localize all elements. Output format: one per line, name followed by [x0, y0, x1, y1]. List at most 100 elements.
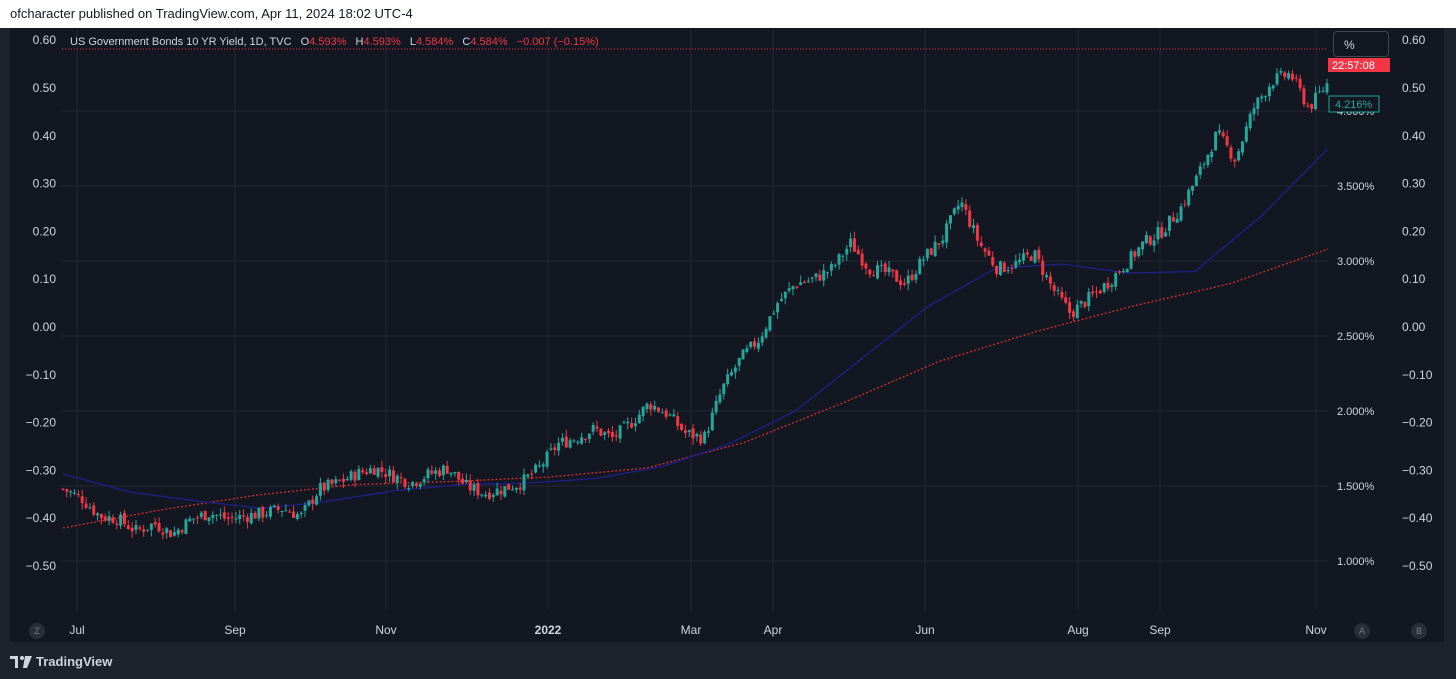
candle [695, 432, 699, 442]
candle [192, 518, 196, 525]
candle [1306, 102, 1310, 108]
time-axis-tick-label: Jun [915, 623, 934, 637]
candle [941, 235, 945, 248]
candle [703, 429, 707, 445]
candle [65, 488, 69, 498]
candle [161, 527, 165, 540]
legend-close-label: C [462, 36, 471, 48]
countdown-tag: 22:57:08 [1328, 58, 1390, 72]
unit-selector[interactable]: % [1333, 31, 1389, 57]
scale-left-button[interactable]: Z [29, 623, 45, 639]
candle [142, 524, 146, 537]
candle [1252, 102, 1256, 121]
time-axis-tick-label: Nov [375, 623, 396, 637]
candle [195, 515, 199, 524]
candle [545, 449, 549, 469]
right-axis-tick-label: 3.000% [1337, 256, 1375, 268]
candle [1198, 162, 1202, 180]
candle [1271, 84, 1275, 92]
candle [322, 481, 326, 496]
candle [1237, 148, 1241, 162]
scale-mode-button[interactable]: B [1411, 623, 1427, 639]
candle [1325, 78, 1329, 95]
candle [868, 268, 872, 278]
candle [268, 504, 272, 520]
candle [403, 477, 407, 490]
candle [1260, 93, 1264, 103]
candle [987, 246, 991, 257]
candle [1214, 131, 1218, 151]
candle [372, 465, 376, 475]
candle [683, 424, 687, 439]
candle [910, 269, 914, 282]
candle [1133, 249, 1137, 261]
candle [284, 504, 288, 512]
candle [814, 273, 818, 282]
candle [1045, 271, 1049, 280]
candle [749, 341, 753, 350]
time-axis-tick-label: Sep [1149, 623, 1171, 637]
candle [414, 482, 418, 489]
candle [1167, 215, 1171, 237]
candle [995, 265, 999, 278]
candle [856, 245, 860, 255]
secondary-axis-tick-label: 0.20 [1402, 224, 1426, 238]
legend-open-label: O [300, 36, 310, 48]
candle [468, 474, 472, 496]
chart-pane[interactable] [10, 28, 1444, 642]
candle [887, 260, 891, 277]
candle [572, 438, 576, 443]
candle [361, 467, 365, 475]
candle [806, 277, 810, 284]
candle [1006, 266, 1010, 274]
candle [103, 513, 107, 523]
candle [449, 472, 453, 478]
secondary-axis-tick-label: −0.20 [1402, 416, 1433, 430]
candle [760, 331, 764, 347]
candle [968, 205, 972, 229]
candle [84, 497, 88, 510]
candle [73, 489, 77, 496]
candle [522, 468, 526, 495]
candle [353, 469, 357, 488]
candle [1183, 199, 1187, 208]
candle [710, 407, 714, 432]
candle [176, 527, 180, 538]
secondary-axis-tick-label: 0.30 [1402, 177, 1426, 191]
candle [1033, 249, 1037, 264]
candle [172, 526, 176, 537]
right-axis-tick-label: 2.500% [1337, 331, 1375, 343]
candle [338, 479, 342, 482]
candle [61, 487, 65, 491]
time-axis-tick-label: Apr [764, 623, 783, 637]
candle [779, 292, 783, 302]
candle [180, 528, 184, 535]
candle [1025, 249, 1029, 259]
candle [1202, 161, 1206, 169]
candle [257, 507, 261, 522]
candle [434, 467, 438, 480]
candle [399, 472, 403, 483]
candle [610, 425, 614, 442]
ma-fast-line [62, 148, 1329, 510]
legend-symbol: US Government Bonds 10 YR Yield, 1D, TVC [70, 36, 292, 48]
auto-scale-button[interactable]: A [1354, 623, 1370, 639]
candle [1313, 86, 1317, 111]
left-axis-tick-label: −0.30 [26, 463, 57, 477]
candle [1148, 235, 1152, 246]
tradingview-logo-icon [10, 655, 32, 668]
candle [845, 244, 849, 261]
candle [80, 489, 84, 510]
time-axis: Jul Sep Nov 2022 Mar Apr Jun Aug Sep Nov [69, 623, 1326, 637]
candle [645, 402, 649, 414]
candle [841, 254, 845, 263]
candle [215, 514, 219, 522]
candle [1171, 211, 1175, 222]
candle [687, 429, 691, 437]
candle [776, 301, 780, 319]
candle [783, 291, 787, 305]
left-axis-tick-label: 0.20 [33, 224, 57, 238]
candle [833, 263, 837, 269]
tradingview-logo[interactable]: TradingView [10, 654, 112, 669]
